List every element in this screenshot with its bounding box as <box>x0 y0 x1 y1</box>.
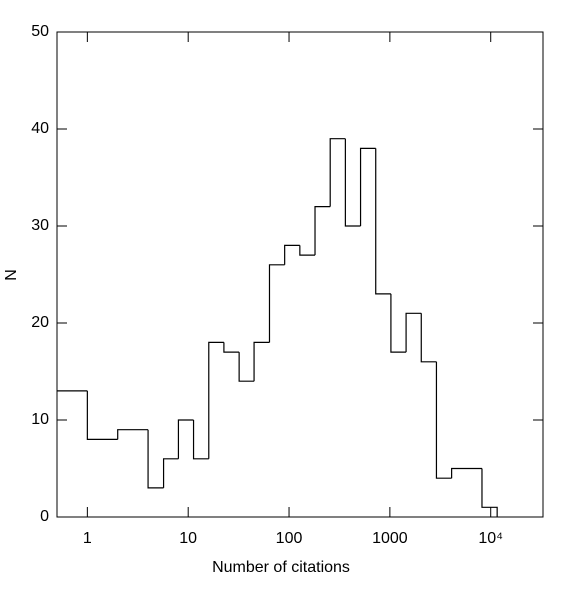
histogram-bin <box>390 293 407 353</box>
y-tick-label: 10 <box>31 411 49 428</box>
histogram-bin <box>314 206 331 256</box>
histogram-bin <box>299 245 316 256</box>
y-tick-label: 20 <box>31 314 49 331</box>
histogram-bin <box>147 429 164 489</box>
histogram-bin <box>238 352 255 382</box>
x-tick-label: 100 <box>276 530 303 547</box>
histogram-bin <box>117 429 149 440</box>
histogram-bin <box>329 138 346 207</box>
x-tick-label: 1000 <box>372 530 408 547</box>
histogram-bin <box>177 419 194 459</box>
histogram-bin <box>435 361 452 479</box>
histogram-bin <box>420 313 437 363</box>
y-tick-label: 40 <box>31 120 49 137</box>
histogram-bin <box>344 138 361 227</box>
y-tick-label: 50 <box>31 23 49 40</box>
histogram-bin <box>451 467 482 479</box>
histogram-bin <box>208 341 224 459</box>
histogram-bin <box>359 147 376 226</box>
plot-frame <box>56 31 544 518</box>
histogram-bin <box>192 420 209 460</box>
x-tick-label: 10⁴ <box>478 530 503 547</box>
histogram-bin <box>253 341 270 382</box>
x-axis-label: Number of citations <box>212 559 350 576</box>
histogram-bin <box>86 390 118 440</box>
histogram-bin <box>375 148 391 295</box>
histogram-bin <box>162 458 179 488</box>
y-axis-label: N <box>3 269 20 281</box>
histogram-bin <box>405 312 422 353</box>
y-tick-label: 30 <box>31 217 49 234</box>
x-tick-label: 10 <box>179 530 197 547</box>
x-tick-label: 1 <box>83 530 92 547</box>
histogram-bin <box>481 468 498 517</box>
y-tick-label: 0 <box>40 508 49 525</box>
histogram-bin <box>284 244 300 265</box>
histogram-bin <box>223 342 240 353</box>
histogram-bin <box>268 264 285 343</box>
